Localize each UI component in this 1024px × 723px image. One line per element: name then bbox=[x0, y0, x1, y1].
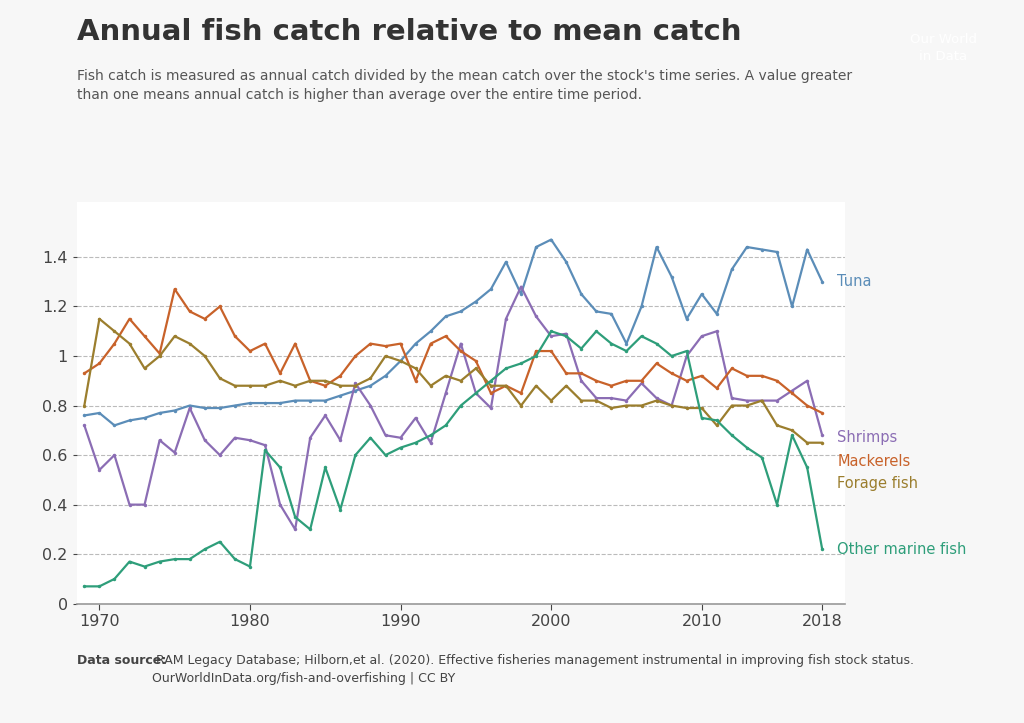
Text: Fish catch is measured as annual catch divided by the mean catch over the stock': Fish catch is measured as annual catch d… bbox=[77, 69, 852, 102]
Text: Other marine fish: Other marine fish bbox=[838, 542, 967, 557]
Text: Mackerels: Mackerels bbox=[838, 454, 910, 469]
Text: Forage fish: Forage fish bbox=[838, 476, 919, 491]
Text: RAM Legacy Database; Hilborn,et al. (2020). Effective fisheries management instr: RAM Legacy Database; Hilborn,et al. (202… bbox=[152, 654, 913, 685]
Text: Annual fish catch relative to mean catch: Annual fish catch relative to mean catch bbox=[77, 18, 741, 46]
Text: Our World: Our World bbox=[909, 33, 977, 46]
Text: Data source:: Data source: bbox=[77, 654, 166, 667]
Text: in Data: in Data bbox=[920, 51, 967, 64]
Text: Tuna: Tuna bbox=[838, 274, 871, 289]
Text: Shrimps: Shrimps bbox=[838, 430, 897, 445]
